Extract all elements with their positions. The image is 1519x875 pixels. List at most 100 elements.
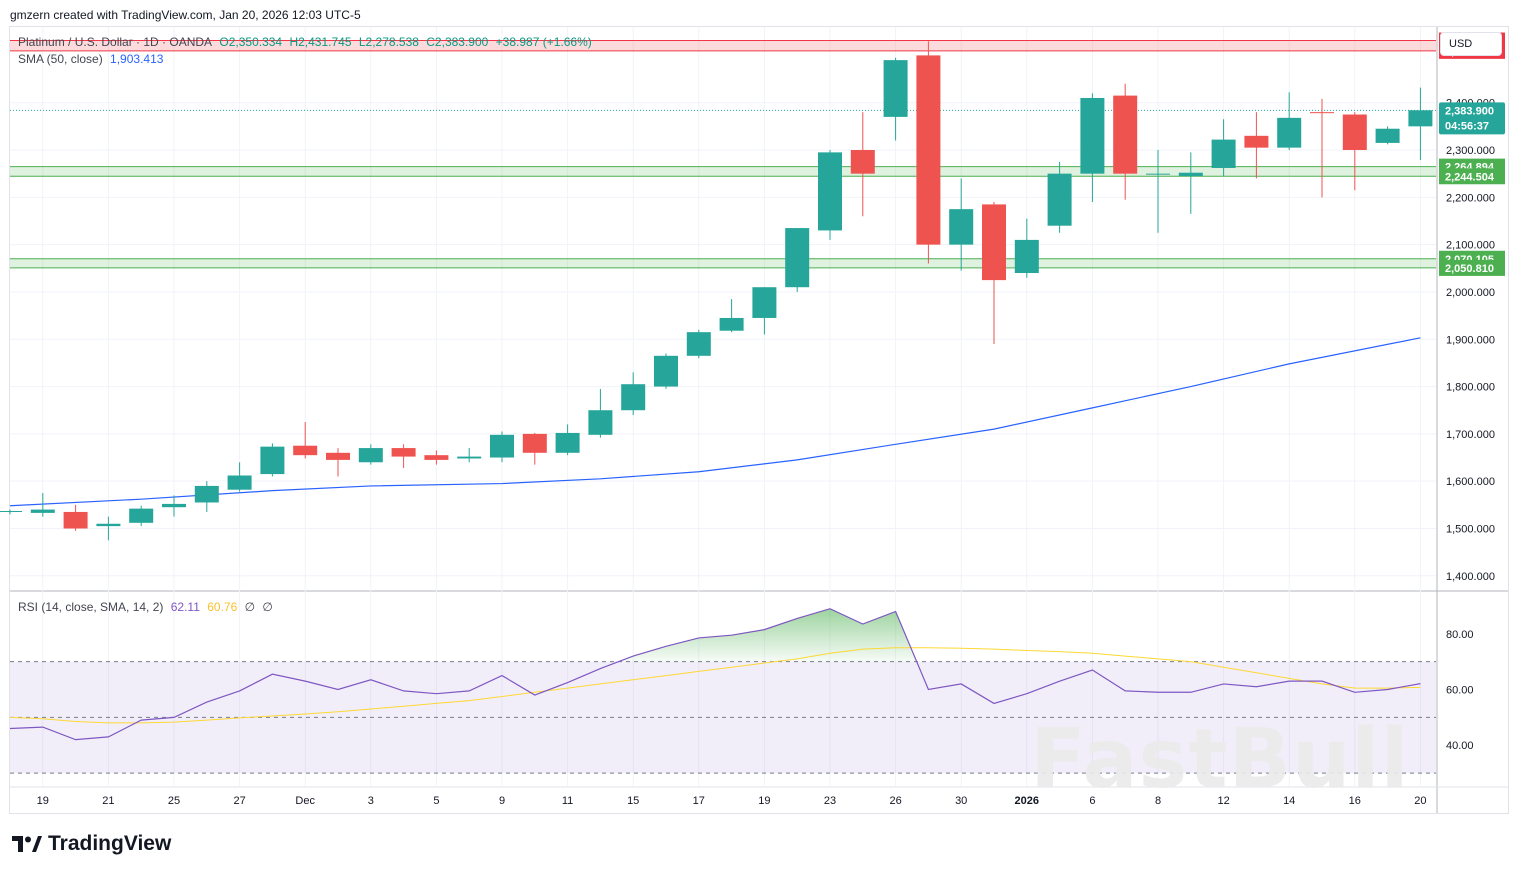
symbol-legend[interactable]: Platinum / U.S. Dollar · 1D · OANDA O2,3… xyxy=(18,35,596,49)
sma-legend[interactable]: SMA (50, close) 1,903.413 xyxy=(18,52,167,66)
sma-line xyxy=(9,337,1421,507)
time-tick-label: 27 xyxy=(233,795,245,807)
price-tick-label: 2,000.000 xyxy=(1446,287,1495,299)
rsi-legend[interactable]: RSI (14, close, SMA, 14, 2) 62.11 60.76 … xyxy=(18,600,277,614)
rsi-sma-line xyxy=(9,647,1421,724)
candle-body xyxy=(260,446,285,475)
candle-body xyxy=(129,508,154,523)
time-tick-label: 5 xyxy=(433,795,439,807)
last-price-label: 2,383.900 xyxy=(1445,105,1494,117)
time-tick-label: 8 xyxy=(1155,795,1161,807)
price-tick-label: 1,500.000 xyxy=(1446,523,1495,535)
price-tick-label: 1,600.000 xyxy=(1446,476,1495,488)
price-tick-label: 1,400.000 xyxy=(1446,571,1495,583)
candle-body xyxy=(916,55,941,245)
time-tick-label: 26 xyxy=(889,795,901,807)
support-price-tag xyxy=(1439,168,1505,185)
fastbull-watermark: FastBull xyxy=(1030,712,1410,807)
candle-body xyxy=(326,452,350,460)
candle-body xyxy=(686,332,711,356)
rsi-tick-label: 60.00 xyxy=(1446,685,1474,697)
candle-body xyxy=(949,209,974,245)
price-tick-label: 2,200.000 xyxy=(1446,192,1495,204)
candle-body xyxy=(883,60,908,117)
candle-body xyxy=(63,511,88,529)
candle-body xyxy=(588,410,613,435)
support-price-label: 2,244.504 xyxy=(1445,171,1495,183)
rsi-overbought-fill xyxy=(618,608,917,662)
time-tick-label: 25 xyxy=(168,795,180,807)
candle-body xyxy=(1014,239,1039,274)
tradingview-logo-icon xyxy=(12,836,42,852)
candle-body xyxy=(785,228,810,288)
price-tick-label: 1,700.000 xyxy=(1446,429,1495,441)
time-tick-label: 2026 xyxy=(1015,795,1039,807)
currency-button[interactable]: USD xyxy=(1440,32,1502,56)
candle-body xyxy=(293,445,318,456)
low-value: L2,278.538 xyxy=(358,35,419,49)
created-by-caption: gmzern created with TradingView.com, Jan… xyxy=(10,8,361,22)
candle-body xyxy=(424,455,449,460)
chart-frame xyxy=(9,26,1509,814)
candle-body xyxy=(1375,128,1400,143)
candle-body xyxy=(1277,117,1302,148)
candle-body xyxy=(752,287,777,318)
time-tick-label: 6 xyxy=(1089,795,1095,807)
rsi-sma-value: 60.76 xyxy=(207,600,238,614)
candle-body xyxy=(1310,112,1334,114)
open-value: O2,350.334 xyxy=(219,35,283,49)
rsi-label: RSI (14, close, SMA, 14, 2) xyxy=(18,600,164,614)
price-tick-label: 1,900.000 xyxy=(1446,334,1495,346)
rsi-tick-label: 80.00 xyxy=(1446,629,1474,641)
candle-body xyxy=(850,150,875,174)
candle-body xyxy=(0,510,22,512)
time-tick-label: 14 xyxy=(1283,795,1295,807)
time-tick-label: 16 xyxy=(1349,795,1361,807)
tradingview-brand[interactable]: TradingView xyxy=(12,832,171,856)
candle-body xyxy=(621,384,646,411)
candle-body xyxy=(1408,110,1433,127)
time-tick-label: 30 xyxy=(955,795,967,807)
support-price-tag xyxy=(1439,259,1505,276)
time-tick-label: 23 xyxy=(824,795,836,807)
price-tick-label: 2,300.000 xyxy=(1446,145,1495,157)
candle-body xyxy=(96,523,121,527)
brand-name: TradingView xyxy=(48,832,172,855)
candle-body xyxy=(30,509,55,513)
change-value: +38.987 (+1.66%) xyxy=(495,35,592,49)
candle-body xyxy=(1080,97,1105,174)
candle-body xyxy=(719,317,744,331)
high-value: H2,431.745 xyxy=(289,35,352,49)
time-tick-label: 21 xyxy=(102,795,114,807)
candle-body xyxy=(391,448,416,457)
candle-body xyxy=(522,433,547,453)
time-tick-label: 15 xyxy=(627,795,639,807)
price-tick-label: 1,800.000 xyxy=(1446,382,1495,394)
candle-body xyxy=(490,434,514,458)
rsi-line xyxy=(9,608,1421,741)
rsi-divergence-2: ∅ xyxy=(262,600,273,614)
resistance-zone xyxy=(10,40,1436,51)
candle-body xyxy=(358,448,383,463)
candle-body xyxy=(162,503,186,508)
candle-body xyxy=(818,152,842,231)
time-tick-label: 17 xyxy=(693,795,705,807)
sma-value: 1,903.413 xyxy=(110,52,164,66)
rsi-tick-label: 40.00 xyxy=(1446,740,1474,752)
support-zone xyxy=(10,166,1436,177)
candle-body xyxy=(654,355,678,387)
time-tick-label: 12 xyxy=(1217,795,1229,807)
candle-body xyxy=(1047,173,1072,226)
candle-body xyxy=(555,432,580,453)
rsi-divergence-1: ∅ xyxy=(244,600,256,614)
candle-body xyxy=(1211,139,1236,168)
candle-body xyxy=(227,475,252,490)
candle-body xyxy=(1178,172,1203,177)
time-tick-label: Dec xyxy=(295,795,315,807)
close-value: C2,383.900 xyxy=(426,35,489,49)
time-tick-label: 3 xyxy=(368,795,374,807)
candle-body xyxy=(1244,135,1269,148)
time-tick-label: 9 xyxy=(499,795,505,807)
time-tick-label: 19 xyxy=(37,795,49,807)
